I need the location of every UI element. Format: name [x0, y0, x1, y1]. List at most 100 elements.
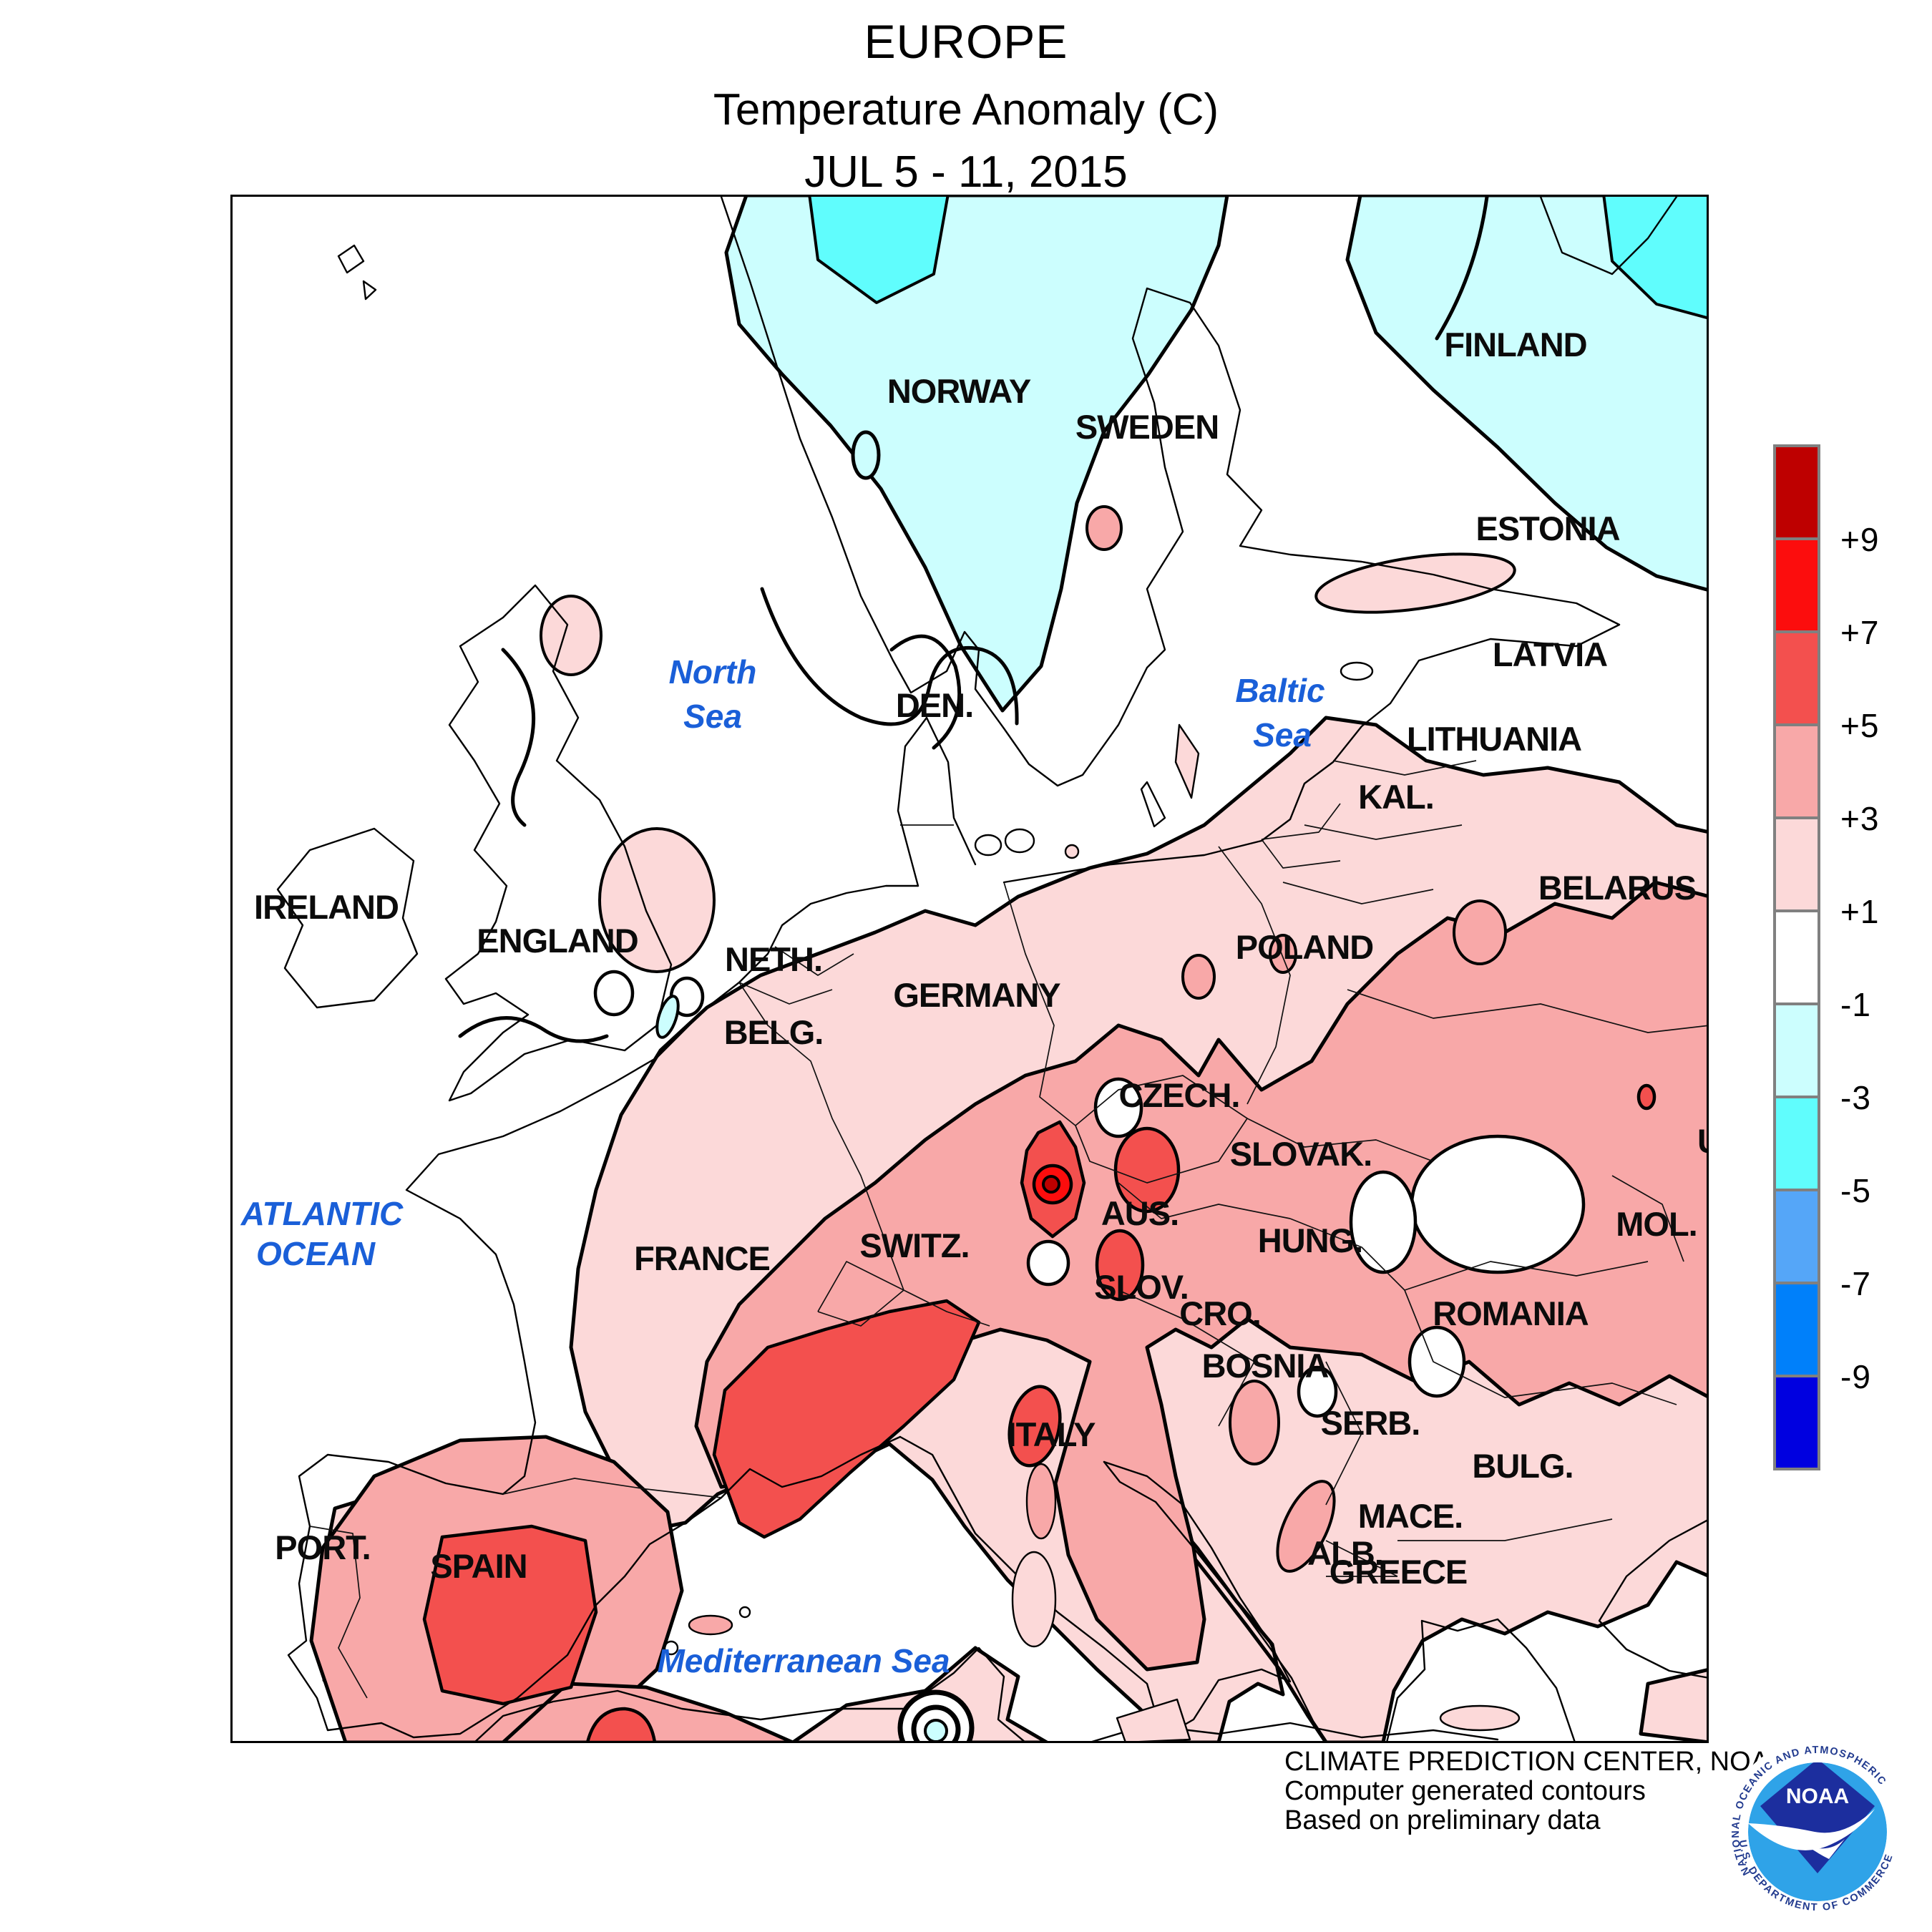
warm-spot-poland-2	[1269, 934, 1297, 974]
legend-cell-6	[1773, 1002, 1820, 1098]
map-title: EUROPE	[864, 15, 1068, 68]
island-ibiza	[663, 1640, 679, 1656]
map-canvas: NORWAY SWEDEN FINLAND ESTONIA LATVIA LITHUANI…	[233, 197, 1707, 1741]
border-romania	[1289, 1218, 1677, 1405]
legend-cell-10	[1773, 1375, 1820, 1470]
map-label-latvia: LATVIA	[1493, 635, 1607, 673]
map-label-switz: SWITZ.	[859, 1226, 969, 1264]
legend-cell-4	[1773, 816, 1820, 912]
border-belarus-ukraine	[1347, 989, 1707, 1033]
coastline-ireland	[276, 827, 419, 1009]
sea-label-north-0: North	[669, 653, 757, 691]
hot-spot-slovenia	[1095, 1229, 1145, 1302]
warm-spot-poland-1	[1181, 954, 1216, 1000]
credit-data: Based on preliminary data	[1284, 1805, 1601, 1835]
logo-acronym: NOAA	[1786, 1785, 1849, 1808]
sea-label-sea-3: Sea	[1253, 716, 1312, 753]
map-label-slovak: SLOVAK.	[1230, 1135, 1372, 1173]
legend-cell-0	[1773, 444, 1820, 540]
contour-finland-north	[1435, 197, 1489, 341]
sea-label-atlantic-4: ATLANTIC	[240, 1195, 404, 1232]
europe-anomaly-map: NORWAY SWEDEN FINLAND ESTONIA LATVIA LITHUANI…	[230, 195, 1709, 1743]
bullseye-core	[1042, 1175, 1060, 1194]
map-label-italy: ITALY	[1008, 1415, 1096, 1453]
coastline-kola	[1539, 197, 1678, 275]
legend-cell-2	[1773, 630, 1820, 726]
noaa-logo: NATIONAL OCEANIC AND ATMOSPHERIC ADMINIS…	[1723, 1737, 1911, 1925]
map-label-cro: CRO.	[1179, 1294, 1261, 1332]
contour-england-south	[458, 1016, 609, 1043]
neutral-pocket-romania-west	[1349, 1170, 1418, 1274]
map-label-norway: NORWAY	[887, 372, 1031, 410]
map-label-mace: MACE.	[1358, 1497, 1463, 1535]
border-france-east	[738, 982, 990, 1327]
legend-value-+9: +9	[1840, 521, 1880, 558]
legend-value--5: -5	[1840, 1172, 1871, 1209]
warm-spot-bosnia-1	[1229, 1380, 1280, 1465]
island-fyn	[974, 834, 1002, 857]
hot-spot-austria-east	[1113, 1126, 1181, 1214]
map-label-uk: UK	[1697, 1122, 1707, 1160]
coastline-continent-west	[287, 884, 919, 1739]
map-labels-layer: NORWAY SWEDEN FINLAND ESTONIA LATVIA LITHUANI…	[240, 326, 1707, 1679]
logo-emblem	[1748, 1762, 1887, 1901]
legend-cell-1	[1773, 537, 1820, 633]
sea-label-sea-1: Sea	[683, 698, 742, 735]
map-label-alb: ALB.	[1307, 1534, 1383, 1572]
warm-patch-scotland	[540, 595, 602, 676]
neutral-pocket-bulgaria	[1407, 1325, 1466, 1398]
map-label-romania: ROMANIA	[1433, 1294, 1589, 1332]
legend-value-+5: +5	[1840, 707, 1880, 744]
border-slovakia-hungary	[1118, 1118, 1434, 1219]
island-oland	[1140, 781, 1166, 828]
border-czech	[1075, 1075, 1248, 1184]
legend-value--3: -3	[1840, 1079, 1871, 1116]
legend-cell-5	[1773, 909, 1820, 1005]
cool-core-top-right	[1602, 197, 1707, 319]
contour-scotland	[501, 648, 536, 827]
map-label-greece: GREECE	[1330, 1553, 1468, 1591]
coastline-faroe	[337, 244, 377, 301]
legend-color-bar	[1773, 444, 1820, 1470]
map-label-sweden: SWEDEN	[1075, 408, 1219, 446]
contour-norway-south	[760, 587, 1019, 726]
logo-sky-diamond	[1760, 1762, 1875, 1873]
island-saaremaa	[1340, 661, 1374, 681]
contour-ring-england-1	[593, 970, 635, 1017]
map-label-den: DEN.	[896, 686, 973, 724]
legend-cell-7	[1773, 1096, 1820, 1191]
border-baltics	[1282, 760, 1477, 904]
coastline-black-sea	[1598, 1519, 1707, 1679]
neutral-pocket-romania	[1410, 1134, 1586, 1274]
map-label-aus: AUS.	[1101, 1194, 1179, 1232]
coastline-britain	[444, 584, 673, 1102]
map-subtitle: Temperature Anomaly (C)	[713, 85, 1219, 135]
credit-method: Computer generated contours	[1284, 1776, 1646, 1806]
island-gotland	[1174, 723, 1200, 799]
island-menorca	[738, 1606, 751, 1619]
warm-region-central	[694, 880, 1707, 1672]
credits-block: CLIMATE PREDICTION CENTER, NOAA Computer…	[1284, 1747, 1787, 1835]
legend-value-+1: +1	[1840, 893, 1880, 930]
map-label-serb: SERB.	[1321, 1404, 1420, 1442]
map-label-hung: HUNG.	[1258, 1221, 1362, 1259]
legend-value-labels: +9 +7 +5 +3 +1 -1 -3 -5 -7 -9	[1840, 444, 1926, 1503]
cool-core-top-center	[808, 197, 950, 304]
sea-label-baltic-2: Baltic	[1235, 672, 1324, 709]
legend-cell-9	[1773, 1282, 1820, 1377]
map-label-port: PORT.	[275, 1528, 370, 1566]
logo-bird-wing	[1807, 1839, 1845, 1859]
border-pyrenees	[502, 1478, 722, 1498]
map-label-germany: GERMANY	[893, 976, 1060, 1014]
map-label-france: FRANCE	[634, 1239, 770, 1277]
hot-spot-ukraine	[1636, 1083, 1657, 1111]
border-portugal	[309, 1526, 368, 1699]
map-label-estonia: ESTONIA	[1475, 509, 1619, 547]
map-label-england: ENGLAND	[477, 922, 638, 960]
island-crete	[1439, 1704, 1521, 1732]
border-poland-east	[1218, 846, 1291, 1105]
coastline-greece-aegean	[1386, 1618, 1576, 1741]
map-label-bulg: BULG.	[1472, 1447, 1573, 1485]
sea-label-mediterranean-sea-6: Mediterranean Sea	[657, 1642, 950, 1679]
